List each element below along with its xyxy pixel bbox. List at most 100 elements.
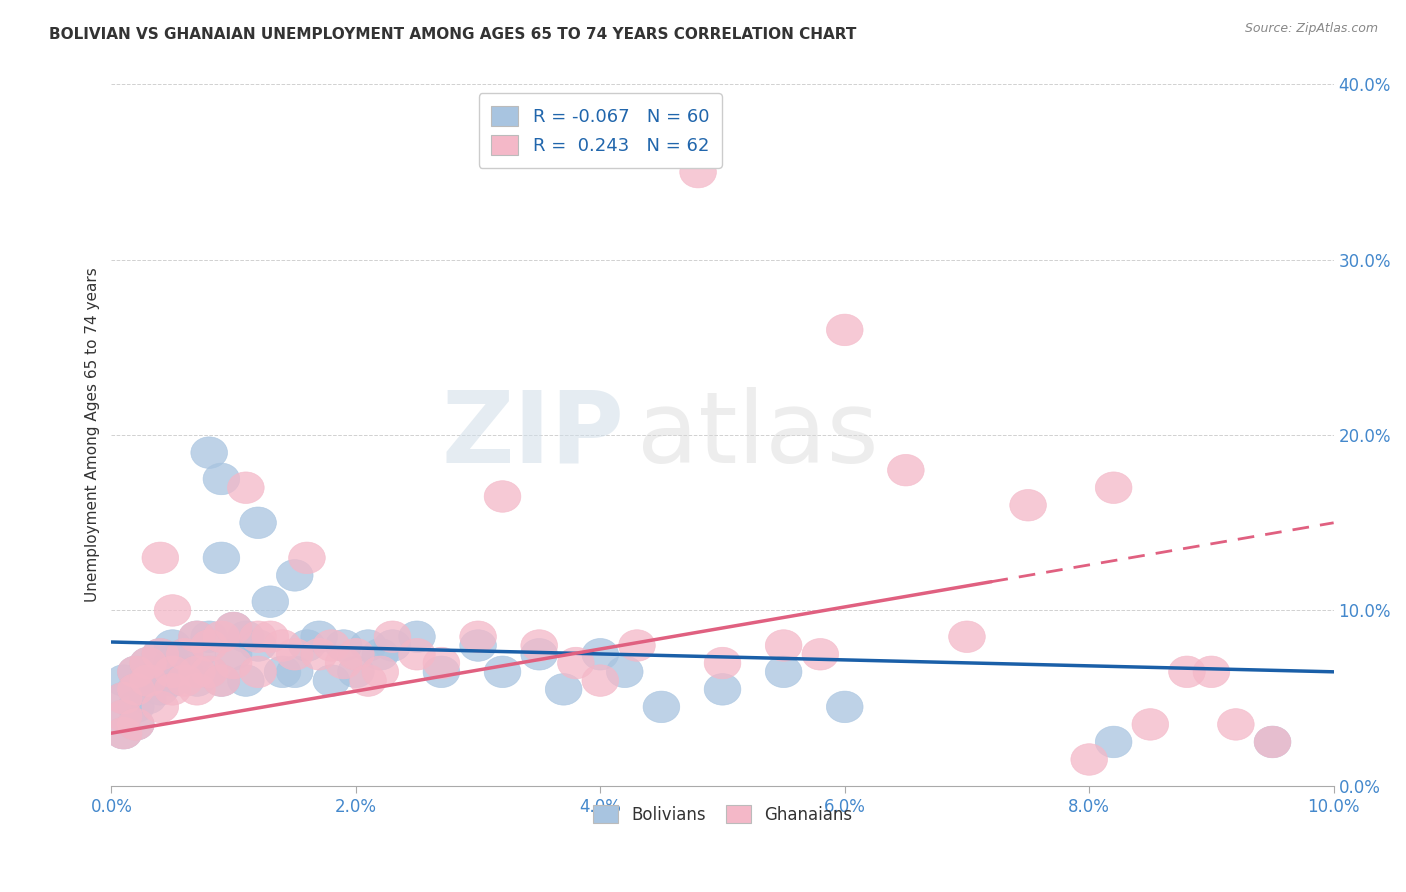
Ellipse shape <box>142 639 179 670</box>
Ellipse shape <box>228 665 264 697</box>
Ellipse shape <box>105 665 142 697</box>
Ellipse shape <box>314 665 350 697</box>
Ellipse shape <box>179 639 215 670</box>
Ellipse shape <box>118 656 155 688</box>
Ellipse shape <box>118 708 155 740</box>
Ellipse shape <box>105 700 142 731</box>
Ellipse shape <box>202 463 240 495</box>
Ellipse shape <box>619 630 655 661</box>
Ellipse shape <box>801 639 838 670</box>
Ellipse shape <box>361 639 399 670</box>
Ellipse shape <box>191 437 228 468</box>
Ellipse shape <box>166 639 202 670</box>
Ellipse shape <box>202 621 240 653</box>
Text: ZIP: ZIP <box>441 386 624 483</box>
Ellipse shape <box>215 612 252 644</box>
Ellipse shape <box>179 673 215 706</box>
Ellipse shape <box>765 630 801 661</box>
Ellipse shape <box>155 630 191 661</box>
Ellipse shape <box>252 586 288 617</box>
Ellipse shape <box>129 665 166 697</box>
Legend: Bolivians, Ghanaians: Bolivians, Ghanaians <box>583 795 862 833</box>
Ellipse shape <box>350 665 387 697</box>
Ellipse shape <box>118 708 155 740</box>
Ellipse shape <box>399 639 436 670</box>
Ellipse shape <box>105 700 142 731</box>
Ellipse shape <box>337 639 374 670</box>
Ellipse shape <box>546 673 582 706</box>
Ellipse shape <box>301 621 337 653</box>
Ellipse shape <box>129 648 166 679</box>
Ellipse shape <box>1010 490 1046 521</box>
Ellipse shape <box>215 612 252 644</box>
Ellipse shape <box>423 648 460 679</box>
Ellipse shape <box>337 656 374 688</box>
Ellipse shape <box>374 630 411 661</box>
Ellipse shape <box>129 682 166 714</box>
Ellipse shape <box>142 542 179 574</box>
Ellipse shape <box>288 630 325 661</box>
Ellipse shape <box>191 656 228 688</box>
Text: atlas: atlas <box>637 386 879 483</box>
Ellipse shape <box>460 630 496 661</box>
Ellipse shape <box>191 656 228 688</box>
Ellipse shape <box>179 656 215 688</box>
Ellipse shape <box>643 691 679 723</box>
Ellipse shape <box>240 656 277 688</box>
Ellipse shape <box>277 639 314 670</box>
Ellipse shape <box>105 717 142 749</box>
Ellipse shape <box>765 656 801 688</box>
Ellipse shape <box>827 314 863 346</box>
Ellipse shape <box>191 630 228 661</box>
Ellipse shape <box>277 559 314 591</box>
Ellipse shape <box>558 648 595 679</box>
Ellipse shape <box>155 595 191 626</box>
Ellipse shape <box>1254 726 1291 757</box>
Ellipse shape <box>301 639 337 670</box>
Ellipse shape <box>827 691 863 723</box>
Ellipse shape <box>423 656 460 688</box>
Ellipse shape <box>325 630 361 661</box>
Ellipse shape <box>202 665 240 697</box>
Ellipse shape <box>399 621 436 653</box>
Ellipse shape <box>277 656 314 688</box>
Y-axis label: Unemployment Among Ages 65 to 74 years: Unemployment Among Ages 65 to 74 years <box>86 268 100 602</box>
Ellipse shape <box>1095 726 1132 757</box>
Ellipse shape <box>129 665 166 697</box>
Ellipse shape <box>484 656 520 688</box>
Ellipse shape <box>118 656 155 688</box>
Ellipse shape <box>202 542 240 574</box>
Ellipse shape <box>1168 656 1205 688</box>
Ellipse shape <box>704 673 741 706</box>
Ellipse shape <box>228 621 264 653</box>
Ellipse shape <box>215 639 252 670</box>
Ellipse shape <box>155 656 191 688</box>
Ellipse shape <box>240 630 277 661</box>
Ellipse shape <box>582 665 619 697</box>
Ellipse shape <box>704 648 741 679</box>
Ellipse shape <box>374 621 411 653</box>
Ellipse shape <box>129 648 166 679</box>
Ellipse shape <box>1254 726 1291 757</box>
Ellipse shape <box>142 656 179 688</box>
Ellipse shape <box>949 621 986 653</box>
Ellipse shape <box>142 639 179 670</box>
Ellipse shape <box>105 682 142 714</box>
Ellipse shape <box>264 656 301 688</box>
Ellipse shape <box>252 621 288 653</box>
Ellipse shape <box>118 673 155 706</box>
Ellipse shape <box>179 621 215 653</box>
Ellipse shape <box>105 717 142 749</box>
Ellipse shape <box>240 621 277 653</box>
Ellipse shape <box>582 639 619 670</box>
Ellipse shape <box>1132 708 1168 740</box>
Ellipse shape <box>1218 708 1254 740</box>
Ellipse shape <box>142 673 179 706</box>
Ellipse shape <box>520 630 558 661</box>
Ellipse shape <box>1194 656 1230 688</box>
Ellipse shape <box>520 639 558 670</box>
Ellipse shape <box>155 673 191 706</box>
Ellipse shape <box>314 630 350 661</box>
Ellipse shape <box>1095 472 1132 503</box>
Ellipse shape <box>166 656 202 688</box>
